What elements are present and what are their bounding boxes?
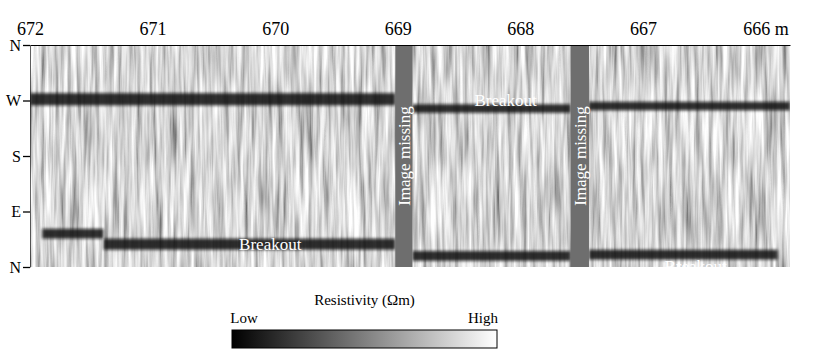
y-tick-mark [23, 156, 30, 157]
x-tick-label: 672 [17, 19, 44, 39]
image-missing-bar [571, 45, 589, 267]
x-tick: 672 [17, 19, 44, 45]
annotation: Breakout [474, 91, 537, 110]
y-axis-line [30, 46, 31, 268]
annotation: Breakout [239, 235, 302, 254]
y-tick-label: W [6, 92, 22, 109]
y-tick: N [9, 259, 30, 276]
x-tick-label: 667 [630, 19, 657, 39]
y-tick: S [12, 148, 30, 165]
x-axis-line [31, 45, 791, 46]
y-axis: N W S E N [6, 37, 31, 276]
image-missing-label: Image missing [571, 106, 590, 206]
image-texture [30, 45, 790, 267]
colorbar-title: Resistivity (Ωm) [314, 292, 415, 309]
colorbar-ramp [232, 330, 497, 348]
y-tick: W [6, 92, 30, 109]
breakout-band [42, 229, 103, 239]
colorbar-low-label: Low [230, 310, 258, 326]
x-tick-label: 671 [140, 19, 167, 39]
x-tick-label: 670 [262, 19, 289, 39]
x-tick: 666 m [743, 19, 789, 45]
breakout-band [30, 93, 395, 105]
x-tick: 669 [385, 19, 412, 45]
x-tick: 671 [140, 19, 167, 45]
y-tick-label: S [12, 148, 21, 165]
colorbar: Resistivity (Ωm) Low High [230, 292, 498, 348]
y-tick-mark [23, 211, 30, 212]
y-tick-mark [23, 267, 30, 268]
y-tick: N [9, 37, 30, 54]
y-tick-label: N [9, 37, 21, 54]
y-tick-mark [23, 45, 30, 46]
y-tick: E [11, 203, 30, 220]
colorbar-high-label: High [468, 310, 499, 326]
x-tick-label: 668 [507, 19, 534, 39]
annotation: Breakout [664, 257, 727, 276]
x-tick: 670 [262, 19, 289, 45]
x-tick: 668 [507, 19, 534, 45]
x-tick-label: 669 [385, 19, 412, 39]
plot-area [30, 45, 790, 267]
x-tick-label: 666 m [743, 19, 789, 39]
image-missing-label: Image missing [395, 106, 414, 206]
y-tick-label: N [9, 259, 21, 276]
breakout-band [412, 251, 570, 261]
x-axis: 672 671 670 669 668 667 666 m [17, 19, 791, 46]
breakout-band [589, 102, 790, 111]
x-tick: 667 [630, 19, 657, 45]
figure: Image missing Image missing Breakout Breako… [0, 0, 821, 360]
y-tick-label: E [11, 203, 21, 220]
y-tick-mark [23, 100, 30, 101]
